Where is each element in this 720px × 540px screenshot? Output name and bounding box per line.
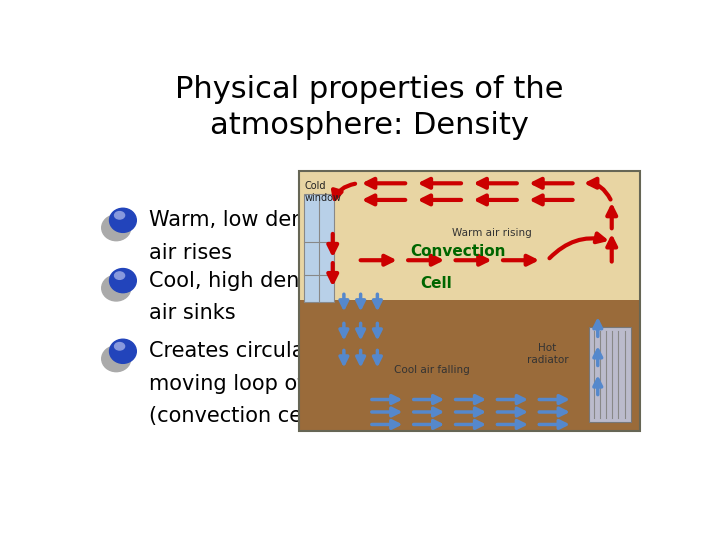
Text: air sinks: air sinks — [148, 303, 235, 323]
Text: Hot
radiator: Hot radiator — [527, 343, 568, 364]
Text: Cool air falling: Cool air falling — [394, 366, 470, 375]
Text: Warm, low density: Warm, low density — [148, 210, 341, 230]
FancyBboxPatch shape — [304, 194, 334, 302]
FancyBboxPatch shape — [300, 300, 639, 431]
Text: Cool, high density: Cool, high density — [148, 271, 336, 291]
Ellipse shape — [102, 346, 131, 372]
Text: Physical properties of the
atmosphere: Density: Physical properties of the atmosphere: D… — [175, 75, 563, 140]
Ellipse shape — [114, 342, 125, 350]
Text: air rises: air rises — [148, 243, 232, 263]
Text: Cell: Cell — [420, 275, 452, 291]
Ellipse shape — [109, 339, 136, 363]
FancyBboxPatch shape — [590, 327, 631, 422]
Ellipse shape — [102, 275, 131, 301]
FancyBboxPatch shape — [300, 171, 639, 300]
Text: Warm air rising: Warm air rising — [452, 228, 531, 238]
Text: Convection: Convection — [410, 245, 506, 259]
Text: Cold
window: Cold window — [305, 181, 342, 203]
Ellipse shape — [114, 212, 125, 219]
Text: (convection cell): (convection cell) — [148, 406, 322, 426]
Ellipse shape — [109, 208, 136, 232]
Ellipse shape — [114, 272, 125, 279]
Text: moving loop of air: moving loop of air — [148, 374, 338, 394]
Ellipse shape — [109, 268, 136, 293]
Text: Creates circular-: Creates circular- — [148, 341, 319, 361]
Ellipse shape — [102, 215, 131, 241]
